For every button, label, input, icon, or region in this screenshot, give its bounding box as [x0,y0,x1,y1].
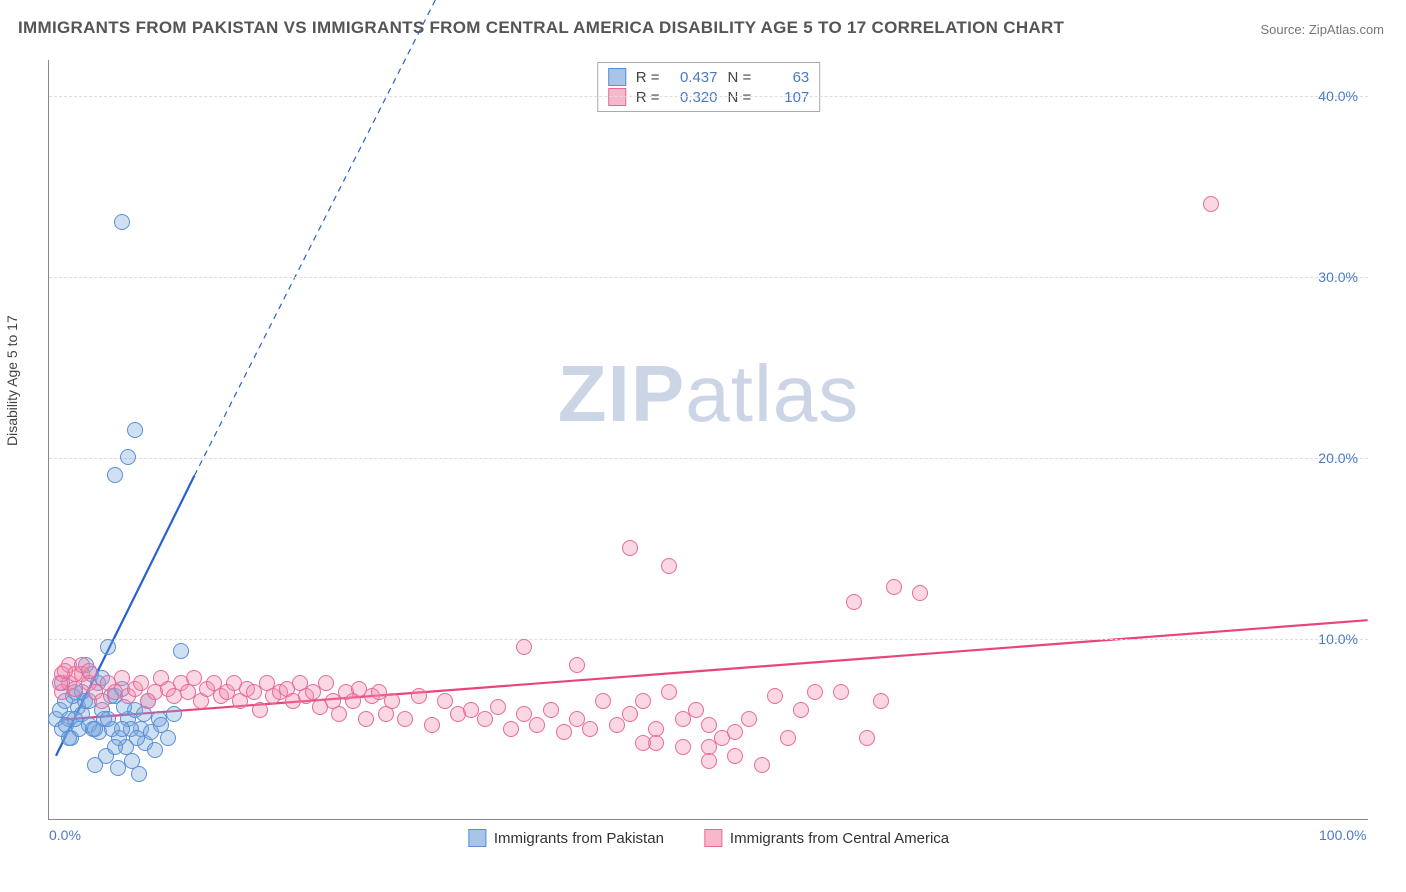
scatter-point [688,702,704,718]
x-tick-label: 100.0% [1319,827,1366,843]
legend-label: Immigrants from Pakistan [494,830,664,847]
scatter-point [100,639,116,655]
scatter-point [727,748,743,764]
scatter-point [516,639,532,655]
scatter-point [437,693,453,709]
scatter-point [859,730,875,746]
watermark: ZIPatlas [558,348,859,440]
scatter-point [114,721,130,737]
scatter-point [846,594,862,610]
y-tick-label: 40.0% [1318,88,1358,104]
scatter-point [107,467,123,483]
x-tick-label: 0.0% [49,827,81,843]
scatter-point [635,735,651,751]
scatter-point [622,706,638,722]
scatter-point [1203,196,1219,212]
y-tick-label: 20.0% [1318,450,1358,466]
scatter-point [661,684,677,700]
scatter-point [131,766,147,782]
scatter-point [886,579,902,595]
scatter-point [252,702,268,718]
legend-label: Immigrants from Central America [730,830,949,847]
scatter-point [529,717,545,733]
scatter-point [67,711,83,727]
gridline [49,458,1368,459]
scatter-point [331,706,347,722]
gridline [49,277,1368,278]
scatter-point [503,721,519,737]
scatter-point [397,711,413,727]
scatter-point [114,214,130,230]
scatter-point [595,693,611,709]
gridline [49,639,1368,640]
y-tick-label: 30.0% [1318,269,1358,285]
scatter-point [166,706,182,722]
series-legend: Immigrants from Pakistan Immigrants from… [468,829,949,847]
watermark-light: atlas [685,349,859,438]
scatter-point [701,717,717,733]
scatter-point [147,742,163,758]
scatter-point [780,730,796,746]
scatter-point [873,693,889,709]
watermark-bold: ZIP [558,349,685,438]
scatter-point [741,711,757,727]
scatter-point [61,730,77,746]
stat-n-value: 63 [761,69,809,86]
scatter-point [477,711,493,727]
scatter-point [622,540,638,556]
scatter-point [675,739,691,755]
legend-swatch [704,829,722,847]
scatter-point [912,585,928,601]
scatter-point [569,657,585,673]
scatter-point [793,702,809,718]
scatter-point [609,717,625,733]
scatter-point [81,663,97,679]
y-axis-label: Disability Age 5 to 17 [4,315,20,446]
scatter-point [701,753,717,769]
source-label: Source: ZipAtlas.com [1260,22,1384,37]
stat-r-value: 0.437 [670,69,718,86]
legend-swatch [468,829,486,847]
correlation-stats-legend: R = 0.437 N = 63 R = 0.320 N = 107 [597,62,821,112]
scatter-point [120,449,136,465]
scatter-point [635,693,651,709]
scatter-point [57,663,73,679]
scatter-point [318,675,334,691]
legend-item: Immigrants from Central America [704,829,949,847]
legend-swatch [608,68,626,86]
scatter-point [424,717,440,733]
legend-stats-row: R = 0.437 N = 63 [608,67,810,87]
scatter-plot-area: ZIPatlas R = 0.437 N = 63 R = 0.320 N = … [48,60,1368,820]
chart-title: IMMIGRANTS FROM PAKISTAN VS IMMIGRANTS F… [18,18,1064,38]
scatter-point [490,699,506,715]
scatter-point [661,558,677,574]
gridline [49,96,1368,97]
legend-item: Immigrants from Pakistan [468,829,664,847]
scatter-point [582,721,598,737]
y-tick-label: 10.0% [1318,631,1358,647]
scatter-point [107,739,123,755]
scatter-point [727,724,743,740]
scatter-point [543,702,559,718]
scatter-point [754,757,770,773]
scatter-point [833,684,849,700]
scatter-point [384,693,400,709]
stat-n-label: N = [728,69,752,86]
scatter-point [127,422,143,438]
scatter-point [173,643,189,659]
scatter-point [358,711,374,727]
scatter-point [767,688,783,704]
scatter-point [110,760,126,776]
scatter-point [807,684,823,700]
scatter-point [411,688,427,704]
stat-r-label: R = [636,69,660,86]
scatter-point [556,724,572,740]
scatter-point [160,730,176,746]
